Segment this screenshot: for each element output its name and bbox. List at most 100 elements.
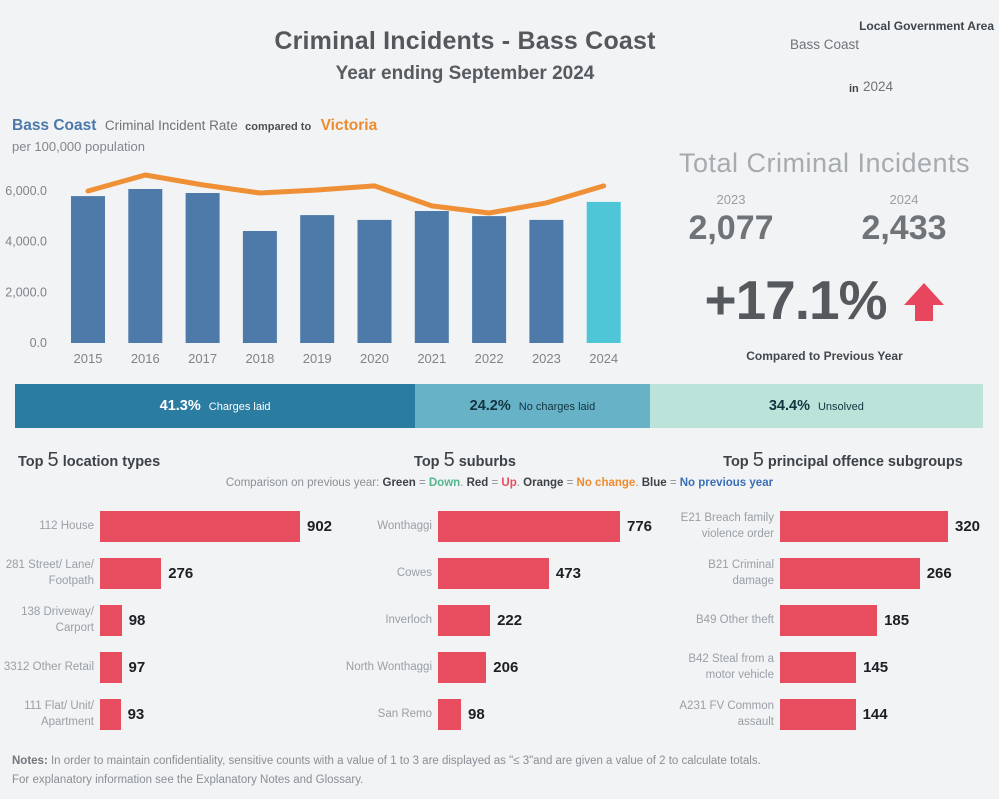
top5-offence-subgroups-header: Top 5 principal offence subgroups: [693, 450, 993, 472]
count-bar[interactable]: [100, 652, 122, 683]
y-axis-tick: 2,000.0: [5, 285, 47, 299]
rate-bar-2016[interactable]: [128, 189, 163, 343]
status-segment-charges-laid[interactable]: 41.3% Charges laid: [15, 384, 416, 428]
count-bar[interactable]: [438, 558, 549, 589]
rate-title-measure: Criminal Incident Rate: [104, 118, 238, 133]
category-label: San Remo: [377, 707, 432, 720]
count-value: 98: [468, 706, 485, 723]
list-item: 138 Driveway/ Carport 98: [0, 597, 332, 644]
year-filter-in-label: in: [849, 83, 859, 95]
count-value: 185: [884, 612, 910, 629]
status-segment-no-charges-laid[interactable]: 24.2% No charges laid: [415, 384, 650, 428]
legend-entry: .: [516, 477, 524, 489]
x-axis-label-2017: 2017: [188, 351, 217, 366]
list-item: San Remo 98: [345, 691, 652, 738]
legend-entry: .: [460, 477, 467, 489]
rate-bar-2024[interactable]: [586, 201, 621, 343]
category-label: B21 Criminal damage: [708, 558, 774, 587]
count-bar[interactable]: [438, 699, 461, 730]
category-label: Cowes: [396, 566, 432, 579]
rate-trend-chart: 0.0 2,000.0 4,000.0 6,000.0 2015 2016 2017 2018…: [5, 172, 621, 366]
count-bar[interactable]: [780, 699, 856, 730]
rate-bar-2015[interactable]: [71, 196, 105, 343]
kpi-value-curr: 2,433: [861, 209, 947, 247]
rate-bar-2019[interactable]: [300, 215, 335, 343]
list-item: E21 Breach family violence order 320: [670, 503, 980, 550]
status-segment-unsolved[interactable]: 34.4% Unsolved: [649, 384, 983, 428]
rate-bar-2021[interactable]: [414, 211, 449, 343]
count-bar[interactable]: [438, 511, 620, 542]
legend-entry: No previous year: [679, 477, 774, 489]
list-item: Cowes 473: [345, 550, 652, 597]
kpi-change-pct: +17.1%: [704, 269, 887, 331]
count-value: 276: [168, 565, 194, 582]
header-number: 5: [47, 449, 59, 471]
count-bar[interactable]: [780, 511, 948, 542]
x-axis-label-2023: 2023: [532, 351, 561, 366]
header-rest: principal offence subgroups: [767, 454, 963, 470]
top5-location-types-chart: 112 House 902 281 Street/ Lane/ Footpath 27…: [0, 503, 332, 738]
category-label: Inverloch: [385, 613, 432, 626]
category-label: 112 House: [39, 519, 94, 532]
status-pct: 34.4%: [768, 398, 810, 414]
category-label: 138 Driveway/ Carport: [21, 605, 94, 634]
header-rest: suburbs: [458, 454, 516, 470]
header-word: Top: [18, 454, 44, 470]
status-label: No charges laid: [518, 401, 596, 413]
rate-bar-2018[interactable]: [242, 231, 277, 343]
legend-entry: Blue: [641, 477, 667, 489]
status-pct: 41.3%: [159, 398, 201, 414]
lga-filter-label: Local Government Area: [859, 19, 994, 33]
count-bar[interactable]: [780, 558, 920, 589]
category-label: A231 FV Common assault: [679, 699, 774, 728]
top5-offence-subgroups-chart: E21 Breach family violence order 320 B21 C…: [670, 503, 980, 738]
kpi-year-prev: 2023: [716, 192, 746, 207]
x-axis-label-2016: 2016: [131, 351, 160, 366]
category-label: 3312 Other Retail: [3, 660, 94, 673]
list-item: B21 Criminal damage 266: [670, 550, 980, 597]
count-bar[interactable]: [780, 605, 878, 636]
year-filter-value[interactable]: 2024: [863, 79, 894, 94]
count-value: 266: [926, 565, 952, 582]
count-bar[interactable]: [438, 652, 487, 683]
count-value: 222: [497, 612, 523, 629]
kpi-year-curr: 2024: [889, 192, 919, 207]
count-bar[interactable]: [100, 605, 122, 636]
legend-entry: =: [563, 477, 577, 489]
notes-text: In order to maintain confidentiality, se…: [50, 755, 761, 767]
list-item: 111 Flat/ Unit/ Apartment 93: [0, 691, 332, 738]
notes-line-2: For explanatory information see the Expl…: [12, 774, 364, 786]
category-label: 281 Street/ Lane/ Footpath: [5, 558, 94, 587]
count-bar[interactable]: [438, 605, 491, 636]
count-bar[interactable]: [100, 699, 121, 730]
count-value: 93: [127, 706, 145, 723]
list-item: Wonthaggi 776: [345, 503, 652, 550]
notes-label: Notes:: [12, 755, 48, 767]
y-axis-tick: 4,000.0: [5, 235, 47, 249]
victoria-rate-line[interactable]: [85, 172, 607, 216]
rate-bar-2022[interactable]: [472, 216, 507, 343]
count-bar[interactable]: [100, 511, 300, 542]
x-axis-label-2020: 2020: [360, 351, 389, 366]
count-value: 473: [555, 565, 581, 582]
count-bar[interactable]: [100, 558, 162, 589]
lga-filter-value[interactable]: Bass Coast: [790, 37, 860, 52]
count-value: 320: [955, 518, 981, 535]
investigation-status-bar: 41.3% Charges laid 24.2% No charges laid 34.…: [15, 384, 984, 428]
rate-bar-2020[interactable]: [357, 219, 392, 343]
rate-title-area: Bass Coast: [12, 117, 97, 134]
page-subtitle: Year ending September 2024: [335, 63, 595, 84]
top5-suburbs-chart: Wonthaggi 776 Cowes 473 Inverloch 222 North Wo…: [345, 503, 652, 738]
count-value: 776: [627, 518, 653, 535]
x-axis-label-2018: 2018: [245, 351, 274, 366]
category-label: B42 Steal from a motor vehicle: [688, 652, 774, 681]
status-pct: 24.2%: [469, 398, 511, 414]
count-bar[interactable]: [780, 652, 857, 683]
category-label: B49 Other theft: [696, 613, 774, 626]
rate-bar-2017[interactable]: [185, 193, 220, 343]
x-axis-label-2021: 2021: [417, 351, 446, 366]
rate-bar-2023[interactable]: [529, 219, 564, 343]
list-item: 281 Street/ Lane/ Footpath 276: [0, 550, 332, 597]
y-axis-tick: 0.0: [30, 336, 47, 350]
status-label: Unsolved: [817, 401, 864, 413]
